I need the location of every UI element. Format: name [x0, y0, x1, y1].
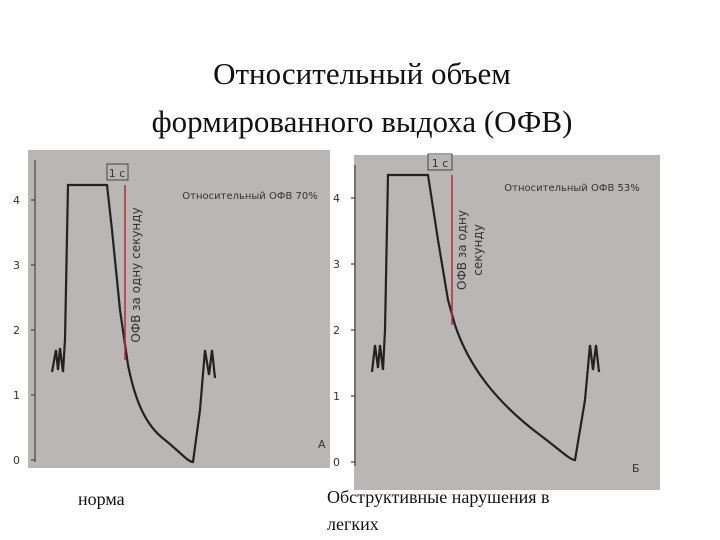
- spirogram-right: 1 с Относительный ОФВ 53% ОФВ за одну се…: [354, 153, 660, 490]
- y-tick-label: 2: [13, 324, 20, 337]
- rotated-text: ОФВ за одну секунду: [129, 207, 143, 342]
- y-tick-label: 0: [333, 456, 340, 469]
- panel-bg: [354, 155, 660, 490]
- second-box: [427, 153, 453, 171]
- rotated-text: ОФВ за одну: [455, 210, 469, 290]
- panel-letter: А: [318, 438, 326, 451]
- caption: норма: [78, 489, 125, 509]
- title-line: Относительный объем: [213, 56, 511, 91]
- fev-text: Относительный ОФВ 53%: [504, 183, 639, 194]
- panel-bg: [28, 150, 330, 468]
- y-tick-label: 3: [13, 259, 20, 272]
- y-tick-label: 1: [333, 390, 340, 403]
- caption: Обструктивные нарушения в: [327, 487, 550, 507]
- panel-letter: Б: [632, 462, 640, 475]
- y-tick-label: 4: [333, 192, 340, 205]
- y-tick-label: 0: [13, 454, 20, 467]
- fev-text: Относительный ОФВ 70%: [182, 191, 317, 202]
- y-tick-label: 1: [13, 389, 20, 402]
- second-label: 1 с: [432, 157, 449, 170]
- second-label: 1 с: [109, 167, 126, 180]
- y-tick-label: 2: [333, 324, 340, 337]
- y-tick-label: 3: [333, 258, 340, 271]
- curve: [50, 183, 217, 464]
- curve: [370, 173, 601, 462]
- spirogram-left: 1 с Относительный ОФВ 70% ОФВ за одну се…: [28, 150, 330, 468]
- title-line: формированного выдоха (ОФВ): [152, 104, 573, 139]
- y-tick-label: 4: [13, 194, 20, 207]
- caption: легких: [327, 514, 379, 534]
- second-box: [106, 163, 129, 181]
- rotated-text: секунду: [471, 224, 485, 276]
